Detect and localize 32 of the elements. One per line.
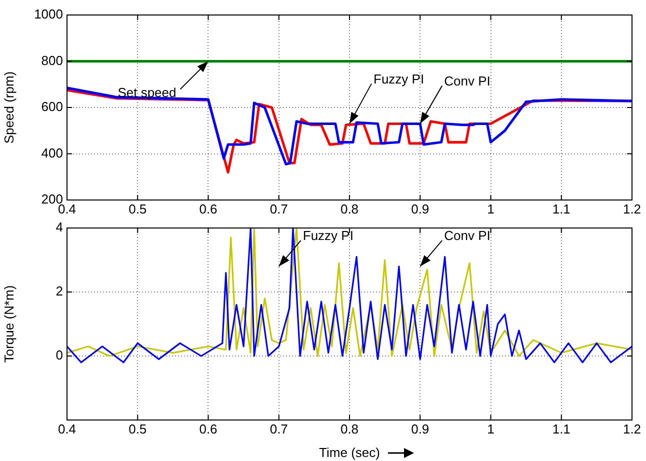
x-tick-label: 1	[487, 421, 494, 436]
x-tick-label: 0.8	[340, 421, 359, 436]
x-axis-title: Time (sec)	[319, 444, 380, 460]
annotation: Conv PI	[444, 73, 490, 88]
x-tick-label: 0.9	[411, 421, 430, 436]
x-tick-label: 1.2	[622, 201, 642, 216]
y-tick-label: 4	[56, 220, 63, 235]
y-tick-label: 2	[56, 284, 63, 299]
annotation: Fuzzy PI	[374, 71, 424, 86]
x-tick-label: 1	[487, 201, 494, 216]
annotation: Fuzzy PI	[302, 228, 354, 243]
y-axis-title: Speed (rpm)	[1, 71, 16, 144]
x-tick-label: 0.7	[270, 421, 288, 436]
y-tick-label: 400	[41, 145, 63, 160]
y-tick-label: 800	[41, 52, 63, 68]
x-tick-label: 0.4	[58, 421, 76, 436]
y-tick-label: 0	[56, 348, 63, 363]
annotation: Conv PI	[444, 228, 490, 243]
y-tick-label: 600	[41, 99, 63, 114]
annotation: Set speed	[118, 84, 176, 100]
x-tick-label: 1.1	[552, 421, 570, 436]
y-axis-title: Torque (N*m)	[1, 285, 16, 363]
x-tick-label: 0.5	[128, 421, 147, 436]
x-tick-label: 1.1	[552, 201, 570, 216]
x-tick-label: 1.2	[622, 421, 642, 436]
y-tick-label: 1000	[34, 6, 63, 22]
x-tick-label: 0.5	[128, 201, 147, 216]
x-tick-label: 0.9	[411, 201, 430, 216]
x-tick-label: 0.8	[340, 201, 359, 216]
x-tick-label: 0.6	[199, 421, 218, 436]
x-tick-label: 0.7	[270, 201, 288, 216]
x-tick-label: 0.6	[199, 201, 218, 216]
